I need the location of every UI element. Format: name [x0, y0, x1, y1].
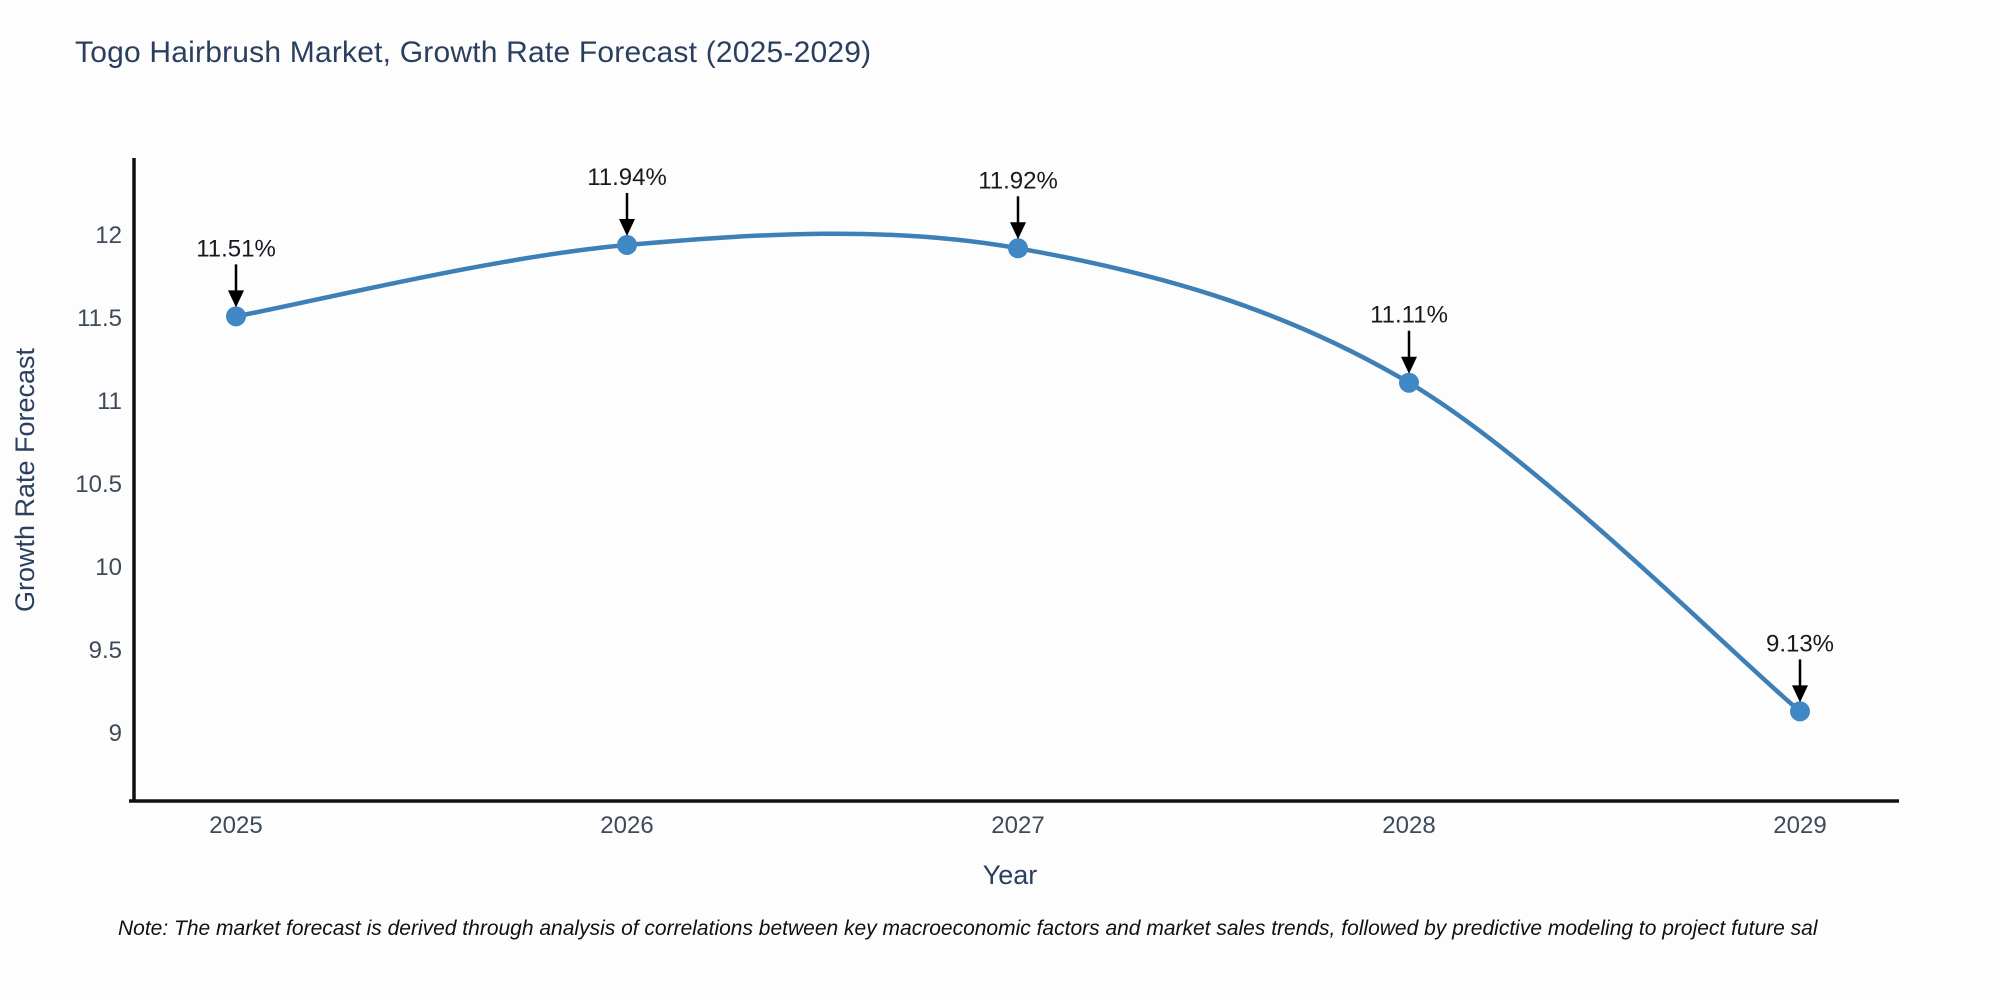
y-tick-label: 9 [109, 720, 122, 747]
x-axis-title: Year [982, 860, 1038, 890]
data-point-marker [226, 306, 246, 327]
data-point-marker [617, 234, 637, 255]
data-point-marker [1008, 238, 1028, 259]
point-label: 11.94% [587, 164, 667, 191]
point-label: 11.92% [978, 167, 1058, 194]
annotation-arrowhead [228, 290, 244, 308]
y-tick-label: 11 [97, 388, 122, 415]
point-label: 9.13% [1766, 630, 1834, 657]
y-tick-label: 10.5 [75, 471, 122, 498]
forecast-line [233, 231, 1803, 714]
y-axis-title: Growth Rate Forecast [10, 347, 40, 613]
y-tick-label: 10 [95, 554, 122, 581]
chart-title: Togo Hairbrush Market, Growth Rate Forec… [75, 36, 872, 69]
x-tick-label: 2025 [209, 812, 262, 839]
y-tick-label: 11.5 [77, 305, 122, 332]
x-tick-label: 2027 [991, 812, 1044, 839]
annotation-arrowhead [619, 218, 635, 236]
annotation-arrowhead [1792, 685, 1808, 703]
footnote: Note: The market forecast is derived thr… [118, 917, 1818, 940]
data-point-marker [1790, 701, 1810, 722]
x-tick-label: 2029 [1773, 812, 1826, 839]
y-tick-label: 12 [95, 222, 122, 249]
annotation-arrowhead [1010, 222, 1026, 240]
point-label: 11.51% [196, 235, 276, 262]
data-point-marker [1399, 372, 1419, 393]
point-label: 11.11% [1370, 302, 1448, 329]
annotation-arrowhead [1401, 356, 1417, 374]
x-tick-label: 2026 [600, 812, 653, 839]
x-tick-label: 2028 [1382, 812, 1435, 839]
y-tick-label: 9.5 [89, 637, 122, 664]
